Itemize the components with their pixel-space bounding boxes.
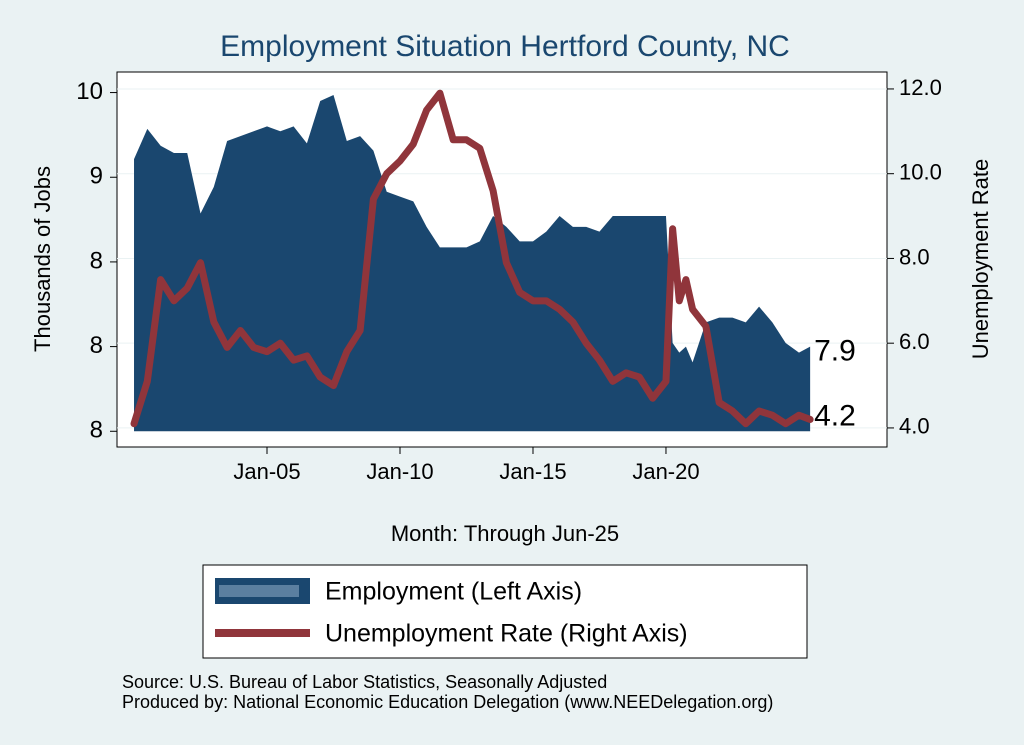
plot-layer bbox=[117, 88, 887, 432]
y2-tick-label: 12.0 bbox=[899, 75, 942, 100]
y2-tick-label: 8.0 bbox=[899, 244, 930, 269]
y2-tick-label: 10.0 bbox=[899, 160, 942, 185]
y-axis-label: Thousands of Jobs bbox=[30, 166, 55, 352]
y-tick-label: 10 bbox=[76, 78, 103, 105]
y2-tick-label: 6.0 bbox=[899, 329, 930, 354]
y-tick-label: 8 bbox=[90, 417, 103, 444]
legend-swatch-inner bbox=[219, 585, 299, 597]
y2-tick-label: 4.0 bbox=[899, 414, 930, 439]
x-tick-label: Jan-05 bbox=[233, 459, 300, 484]
x-tick-label: Jan-10 bbox=[366, 459, 433, 484]
producer-note: Produced by: National Economic Education… bbox=[122, 692, 773, 712]
y-tick-label: 9 bbox=[90, 163, 103, 190]
legend-label: Unemployment Rate (Right Axis) bbox=[325, 620, 688, 648]
chart-title: Employment Situation Hertford County, NC bbox=[220, 30, 790, 63]
x-tick-label: Jan-20 bbox=[632, 459, 699, 484]
end-label: 7.9 bbox=[814, 335, 856, 368]
y-tick-label: 8 bbox=[90, 247, 103, 274]
end-label: 4.2 bbox=[814, 399, 856, 432]
y-tick-label: 8 bbox=[90, 332, 103, 359]
legend-label: Employment (Left Axis) bbox=[325, 578, 582, 606]
x-axis-label: Month: Through Jun-25 bbox=[391, 521, 619, 546]
source-note: Source: U.S. Bureau of Labor Statistics,… bbox=[122, 672, 607, 692]
x-tick-label: Jan-15 bbox=[499, 459, 566, 484]
y2-axis-label: Unemployment Rate bbox=[968, 159, 993, 360]
unemployment-line bbox=[130, 89, 814, 428]
employment-area bbox=[134, 94, 811, 432]
